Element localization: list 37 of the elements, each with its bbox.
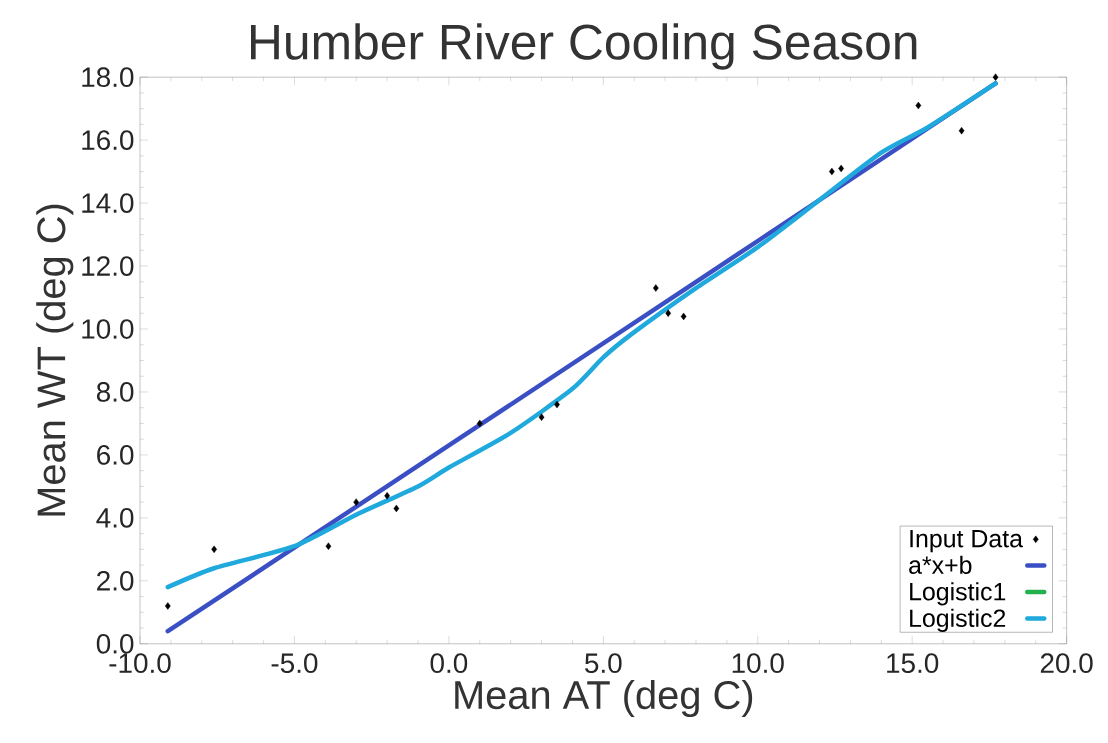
y-tick-label: 10.0: [82, 319, 134, 339]
x-axis-title: Mean AT (deg C): [455, 679, 753, 718]
point: [476, 419, 483, 428]
x-tick-label: 10.0: [732, 653, 784, 674]
x-tick-label: -10.0: [109, 653, 171, 674]
point: [164, 602, 171, 610]
chart-title: Humber River Cooling Season: [251, 23, 917, 70]
point: [652, 284, 659, 292]
y-tick-label: 14.0: [82, 193, 134, 213]
point: [325, 542, 332, 550]
y-tick-label: 0.0: [96, 633, 134, 654]
point: [353, 498, 360, 506]
point: [384, 492, 390, 500]
point: [538, 413, 545, 421]
legend-label: Input Data: [910, 530, 1023, 553]
y-tick-label: 8.0: [96, 382, 134, 402]
point: [393, 504, 400, 513]
x-tick-label: -5.0: [271, 653, 318, 674]
x-tick-label: 5.0: [585, 653, 622, 674]
y-tick-label: 4.0: [96, 508, 134, 528]
y-tick-label: 18.0: [82, 67, 134, 88]
x-tick-label: 20.0: [1040, 653, 1093, 674]
y-tick-label: 2.0: [97, 570, 134, 591]
y-tick-label: 12.0: [82, 256, 134, 276]
point: [958, 126, 965, 135]
point: [992, 73, 999, 81]
point: [915, 101, 922, 110]
point: [665, 309, 671, 317]
legend-label: a*x+b: [909, 555, 972, 574]
legend-label: Logistic1: [910, 582, 1006, 606]
y-tick-label: 6.0: [97, 445, 134, 465]
x-tick-label: 15.0: [887, 653, 939, 674]
legend-label: Logistic2: [910, 608, 1006, 632]
y-tick-label: 16.0: [82, 130, 134, 151]
x-tick-label: 0.0: [430, 653, 468, 674]
point: [680, 312, 687, 321]
y-axis-title: Mean WT (deg C): [36, 204, 74, 516]
